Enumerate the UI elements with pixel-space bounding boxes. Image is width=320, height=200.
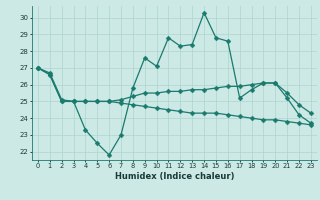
X-axis label: Humidex (Indice chaleur): Humidex (Indice chaleur) — [115, 172, 234, 181]
